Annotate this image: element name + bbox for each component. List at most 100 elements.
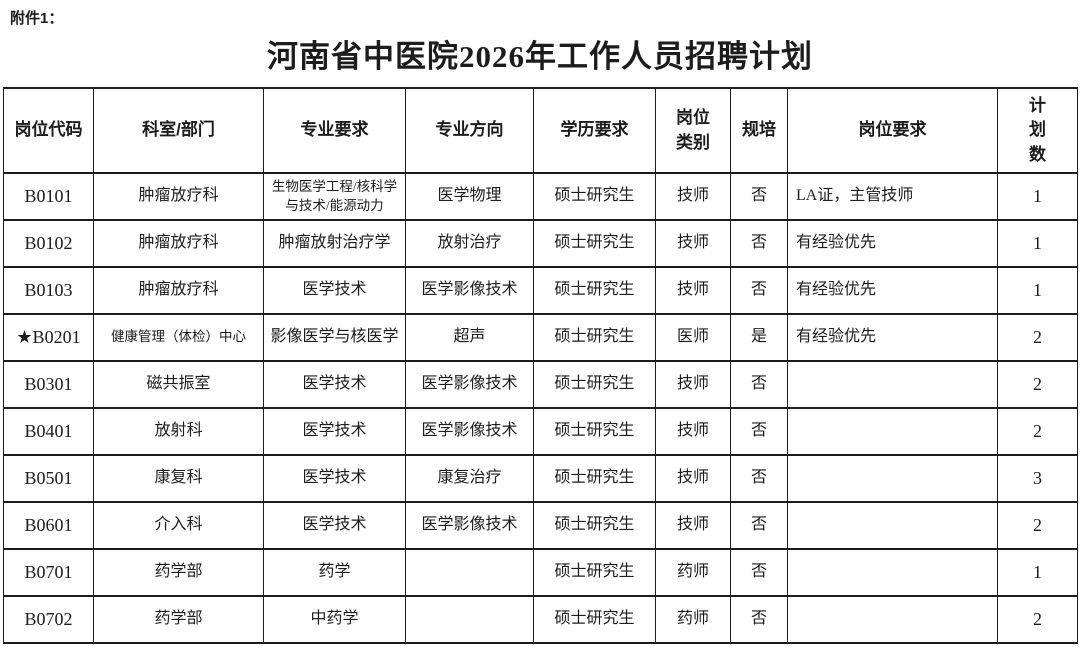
table-cell: 有经验优先 <box>787 266 998 315</box>
table-cell: 硕士研究生 <box>533 407 656 456</box>
table-cell: 否 <box>730 454 788 503</box>
table-cell: 硕士研究生 <box>533 595 656 644</box>
table-cell: 药师 <box>655 548 731 597</box>
table-cell: 否 <box>730 501 788 550</box>
table-row: B0702 药学部 中药学 硕士研究生 药师否 2 <box>3 595 1078 644</box>
table-cell: 肿瘤放疗科 <box>93 172 264 221</box>
table-row: B0103 肿瘤放疗科 医学技术 医学影像技术 硕士研究生 技师否有经验优先 1 <box>3 266 1078 315</box>
table-cell: ★B0201 <box>3 313 94 362</box>
column-header: 科室/部门 <box>93 87 264 174</box>
table-cell: 2 <box>997 360 1078 409</box>
table-cell: 医学技术 <box>263 454 406 503</box>
table-cell <box>787 407 998 456</box>
table-cell: 药学部 <box>93 548 264 597</box>
table-cell: 医学影像技术 <box>405 407 534 456</box>
table-cell: 健康管理（体检）中心 <box>93 313 264 362</box>
table-cell: 医师 <box>655 313 731 362</box>
column-header: 计划数 <box>997 87 1078 174</box>
table-cell: 肿瘤放疗科 <box>93 219 264 268</box>
table-row: B0601 介入科 医学技术 医学影像技术 硕士研究生 技师否 2 <box>3 501 1078 550</box>
table-cell: 医学技术 <box>263 407 406 456</box>
table-cell: 否 <box>730 360 788 409</box>
table-cell: 康复治疗 <box>405 454 534 503</box>
table-row: B0701 药学部 药学 硕士研究生 药师否 1 <box>3 548 1078 597</box>
table-cell: B0401 <box>3 407 94 456</box>
table-row: B0401 放射科 医学技术 医学影像技术 硕士研究生 技师否 2 <box>3 407 1078 456</box>
table-cell: 技师 <box>655 407 731 456</box>
table-cell: 肿瘤放疗科 <box>93 266 264 315</box>
table-cell: 有经验优先 <box>787 219 998 268</box>
table-row: B0501 康复科 医学技术 康复治疗 硕士研究生 技师否 3 <box>3 454 1078 503</box>
table-cell: 硕士研究生 <box>533 454 656 503</box>
table-cell <box>405 548 534 597</box>
table-cell: 磁共振室 <box>93 360 264 409</box>
column-header: 学历要求 <box>533 87 656 174</box>
attachment-label: 附件1： <box>10 10 64 27</box>
table-cell: 1 <box>997 266 1078 315</box>
table-cell: 硕士研究生 <box>533 313 656 362</box>
table-cell: 否 <box>730 172 788 221</box>
table-cell: 医学影像技术 <box>405 501 534 550</box>
table-cell: 否 <box>730 595 788 644</box>
table-cell: 药师 <box>655 595 731 644</box>
table-cell: 硕士研究生 <box>533 219 656 268</box>
table-cell: 放射治疗 <box>405 219 534 268</box>
table-cell: B0702 <box>3 595 94 644</box>
table-cell: 硕士研究生 <box>533 548 656 597</box>
table-cell: 否 <box>730 219 788 268</box>
table-cell: 3 <box>997 454 1078 503</box>
table-cell: 是 <box>730 313 788 362</box>
table-cell: 技师 <box>655 266 731 315</box>
column-header: 专业方向 <box>405 87 534 174</box>
table-cell <box>787 595 998 644</box>
table-row: B0102 肿瘤放疗科 肿瘤放射治疗学 放射治疗 硕士研究生 技师否有经验优先 1 <box>3 219 1078 268</box>
table-cell: 硕士研究生 <box>533 172 656 221</box>
table-cell <box>787 548 998 597</box>
table-body: B0101 肿瘤放疗科 生物医学工程/核科学与技术/能源动力 医学物理 硕士研究生 技师否… <box>3 172 1078 644</box>
table-cell: 有经验优先 <box>787 313 998 362</box>
table-cell: 硕士研究生 <box>533 266 656 315</box>
table-cell: B0701 <box>3 548 94 597</box>
table-cell: 超声 <box>405 313 534 362</box>
table-row: B0101 肿瘤放疗科 生物医学工程/核科学与技术/能源动力 医学物理 硕士研究生 技师否… <box>3 172 1078 221</box>
table-cell: 医学影像技术 <box>405 360 534 409</box>
table-cell: 1 <box>997 172 1078 221</box>
table-cell: 医学影像技术 <box>405 266 534 315</box>
table-cell: B0501 <box>3 454 94 503</box>
table-cell: 2 <box>997 313 1078 362</box>
table-row: ★B0201 健康管理（体检）中心 影像医学与核医学 超声 硕士研究生 医师是有经验优先 2 <box>3 313 1078 362</box>
table-header-row: 岗位代码 科室/部门 专业要求 专业方向 学历要求 岗位类别 规培 岗位要求 计划数 <box>3 87 1078 174</box>
table-cell: 2 <box>997 501 1078 550</box>
table-cell: B0601 <box>3 501 94 550</box>
table-cell: B0102 <box>3 219 94 268</box>
table-cell: 药学部 <box>93 595 264 644</box>
column-header: 岗位类别 <box>655 87 731 174</box>
table-cell: 中药学 <box>263 595 406 644</box>
column-header: 规培 <box>730 87 788 174</box>
table-cell: 影像医学与核医学 <box>263 313 406 362</box>
table-cell: 1 <box>997 548 1078 597</box>
table-cell: 2 <box>997 595 1078 644</box>
table-cell: 硕士研究生 <box>533 360 656 409</box>
table-cell: 技师 <box>655 360 731 409</box>
table-cell: 2 <box>997 407 1078 456</box>
column-header: 岗位代码 <box>3 87 94 174</box>
table-cell: 放射科 <box>93 407 264 456</box>
table-cell: 否 <box>730 548 788 597</box>
table-cell: 医学技术 <box>263 501 406 550</box>
table-cell <box>787 360 998 409</box>
table-cell: 肿瘤放射治疗学 <box>263 219 406 268</box>
table-cell <box>787 454 998 503</box>
table-cell: 药学 <box>263 548 406 597</box>
table-cell: B0301 <box>3 360 94 409</box>
table-cell: 医学物理 <box>405 172 534 221</box>
table-cell: 生物医学工程/核科学与技术/能源动力 <box>263 172 406 221</box>
table-cell: LA证，主管技师 <box>787 172 998 221</box>
table-cell: 医学技术 <box>263 266 406 315</box>
table-cell: 医学技术 <box>263 360 406 409</box>
table-cell: 1 <box>997 219 1078 268</box>
table-cell: B0103 <box>3 266 94 315</box>
column-header: 专业要求 <box>263 87 406 174</box>
table-cell <box>405 595 534 644</box>
table-cell: 介入科 <box>93 501 264 550</box>
